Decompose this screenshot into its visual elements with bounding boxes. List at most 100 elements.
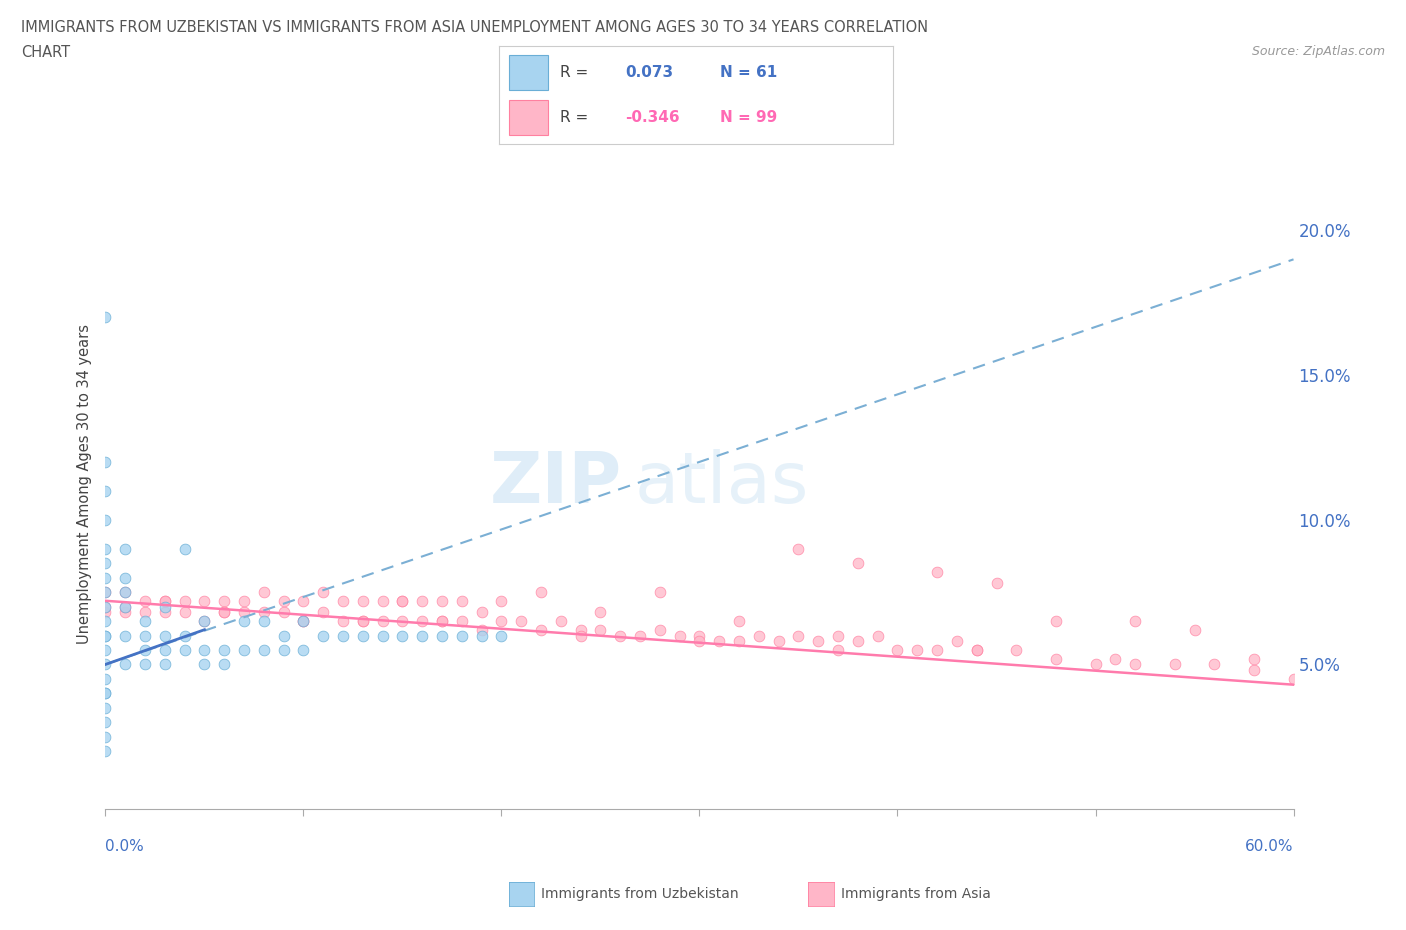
Point (925, 643, 948, 658)
Point (134, 628, 156, 643)
Point (233, 614, 256, 629)
Point (471, 604, 494, 619)
Point (391, 628, 413, 643)
Point (430, 614, 453, 629)
Point (628, 628, 651, 643)
Point (94, 512, 117, 527)
Point (986, 576, 1008, 591)
Point (153, 643, 176, 658)
Point (905, 643, 928, 658)
Point (94, 715, 117, 730)
Point (1184, 622, 1206, 637)
Text: R =: R = (560, 65, 593, 80)
Point (94, 556, 117, 571)
Point (312, 604, 335, 619)
Point (1084, 657, 1107, 671)
Point (709, 634, 731, 649)
Point (94, 599, 117, 614)
Text: Immigrants from Uzbekistan: Immigrants from Uzbekistan (541, 886, 740, 901)
Point (153, 628, 176, 643)
Point (312, 585, 335, 600)
Point (1123, 614, 1146, 629)
Point (530, 622, 553, 637)
Point (233, 604, 256, 619)
Point (292, 614, 315, 629)
Point (430, 628, 453, 643)
Point (787, 541, 810, 556)
Point (491, 628, 513, 643)
Point (391, 593, 413, 608)
Point (153, 593, 176, 608)
Text: ZIP: ZIP (491, 449, 623, 518)
Point (430, 593, 453, 608)
Point (946, 634, 969, 649)
Point (94, 729, 117, 744)
Point (846, 634, 869, 649)
Point (748, 628, 770, 643)
Point (609, 628, 631, 643)
Point (94, 686, 117, 701)
Point (352, 593, 374, 608)
Text: IMMIGRANTS FROM UZBEKISTAN VS IMMIGRANTS FROM ASIA UNEMPLOYMENT AMONG AGES 30 TO: IMMIGRANTS FROM UZBEKISTAN VS IMMIGRANTS… (21, 20, 928, 35)
Point (411, 628, 433, 643)
Point (94, 744, 117, 759)
Point (94, 686, 117, 701)
Point (134, 604, 156, 619)
Text: atlas: atlas (634, 449, 808, 518)
Point (233, 643, 256, 658)
Point (550, 614, 572, 629)
Point (193, 614, 215, 629)
Point (193, 643, 215, 658)
Point (114, 570, 136, 585)
Point (94, 599, 117, 614)
Point (94, 484, 117, 498)
Point (411, 614, 433, 629)
Point (1123, 657, 1146, 671)
Point (925, 565, 948, 579)
Point (411, 593, 433, 608)
Point (689, 628, 711, 643)
Point (827, 643, 849, 658)
Point (668, 628, 690, 643)
Point (94, 570, 117, 585)
Point (1243, 663, 1265, 678)
Point (153, 657, 176, 671)
Text: 0.0%: 0.0% (105, 839, 145, 854)
Point (491, 593, 513, 608)
Point (94, 643, 117, 658)
Point (1204, 657, 1226, 671)
Point (214, 657, 236, 671)
Point (450, 628, 472, 643)
Y-axis label: Unemployment Among Ages 30 to 34 years: Unemployment Among Ages 30 to 34 years (76, 324, 91, 644)
Point (1243, 651, 1265, 666)
Point (450, 614, 472, 629)
Point (391, 593, 413, 608)
Point (292, 614, 315, 629)
Point (1045, 651, 1067, 666)
Point (114, 604, 136, 619)
Point (1282, 671, 1305, 686)
Point (332, 628, 354, 643)
Text: -0.346: -0.346 (626, 110, 679, 125)
Point (728, 614, 751, 629)
Text: Source: ZipAtlas.com: Source: ZipAtlas.com (1251, 45, 1385, 58)
Point (966, 643, 988, 658)
Point (807, 634, 830, 649)
Point (332, 614, 354, 629)
Point (728, 634, 751, 649)
Point (371, 628, 394, 643)
Point (253, 614, 276, 629)
Point (114, 599, 136, 614)
Point (273, 643, 295, 658)
Point (134, 657, 156, 671)
Point (292, 614, 315, 629)
Point (292, 593, 315, 608)
Point (94, 671, 117, 686)
Point (193, 593, 215, 608)
Point (94, 628, 117, 643)
Point (768, 634, 790, 649)
Text: N = 99: N = 99 (720, 110, 778, 125)
Point (253, 604, 276, 619)
Point (214, 604, 236, 619)
Text: 0.073: 0.073 (626, 65, 673, 80)
